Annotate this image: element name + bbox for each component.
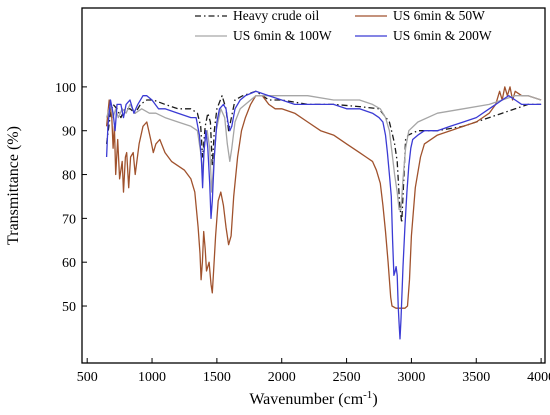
series-line-3 xyxy=(105,95,542,211)
x-axis-ticks: 500 1000 1500 2000 2500 3000 3500 4000 xyxy=(77,358,550,385)
x-axis-title-superscript: -1 xyxy=(363,389,372,401)
x-tick-label: 4000 xyxy=(527,370,550,385)
legend-label-1: Heavy crude oil xyxy=(233,8,319,23)
y-tick-label: 100 xyxy=(55,81,76,96)
x-tick-label: 500 xyxy=(77,370,98,385)
legend-label-4: US 6min & 200W xyxy=(393,28,492,43)
x-tick-label: 2500 xyxy=(333,370,361,385)
y-axis-title: Transmittance (%) xyxy=(5,126,22,245)
x-tick-label: 1000 xyxy=(138,370,166,385)
y-tick-label: 70 xyxy=(62,212,76,227)
series-line-2 xyxy=(105,86,542,309)
y-axis-ticks: 50 60 70 80 90 100 xyxy=(55,81,87,315)
series-layer xyxy=(105,86,542,340)
legend-label-2: US 6min & 50W xyxy=(393,8,485,23)
series-line-1 xyxy=(105,90,542,224)
plot-frame xyxy=(81,7,546,364)
x-tick-label: 3500 xyxy=(462,370,490,385)
legend: Heavy crude oil US 6min & 50W US 6min & 10… xyxy=(195,8,492,43)
x-tick-label: 2000 xyxy=(268,370,296,385)
x-tick-label: 1500 xyxy=(203,370,231,385)
x-tick-label: 3000 xyxy=(397,370,425,385)
x-axis-title-end: ) xyxy=(372,391,377,408)
x-axis-title-main: Wavenumber (cm xyxy=(249,391,363,408)
x-axis-title: Wavenumber (cm-1) xyxy=(249,389,377,408)
y-tick-label: 60 xyxy=(62,256,76,271)
y-tick-label: 50 xyxy=(62,300,76,315)
y-tick-label: 90 xyxy=(62,125,76,140)
legend-label-3: US 6min & 100W xyxy=(233,28,332,43)
series-line-4 xyxy=(105,90,542,340)
y-tick-label: 80 xyxy=(62,169,76,184)
